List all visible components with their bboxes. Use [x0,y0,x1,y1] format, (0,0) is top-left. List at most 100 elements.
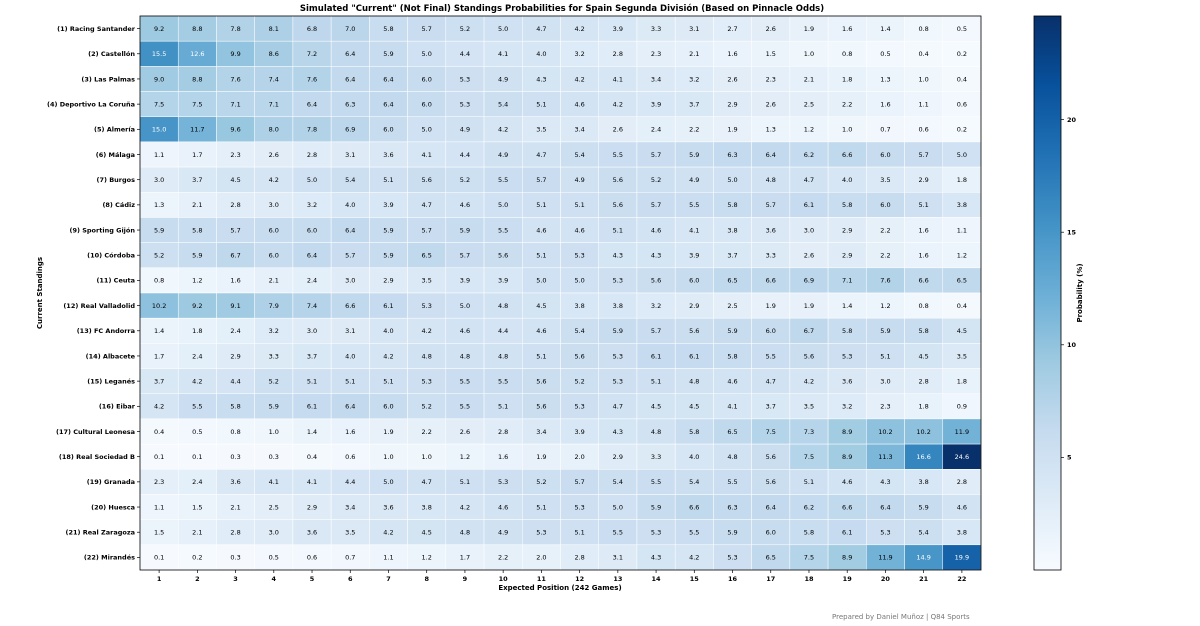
cell-value-label: 0.1 [192,453,202,461]
heatmap-cell [369,544,408,571]
y-tick-label: (15) Leganés [87,377,135,385]
heatmap-cell [369,116,408,143]
heatmap-cell [522,141,561,168]
cell-value-label: 5.5 [766,352,776,360]
heatmap-cell [292,393,332,420]
heatmap-cell [751,343,791,369]
heatmap-cell [942,544,982,571]
heatmap-cell [407,469,447,495]
cell-value-label: 4.5 [651,403,661,411]
cell-value-label: 5.5 [460,403,470,411]
cell-value-label: 1.8 [842,75,852,83]
heatmap-cell [254,368,294,394]
heatmap-cell [483,368,523,394]
cell-value-label: 7.5 [192,100,202,108]
cell-value-label: 6.0 [766,529,776,537]
heatmap-cell [827,116,867,143]
cell-value-label: 6.6 [842,151,852,159]
cell-value-label: 1.1 [154,503,164,511]
cell-value-label: 0.5 [269,554,279,562]
cell-value-label: 9.0 [154,75,164,83]
heatmap-cell [254,393,294,420]
heatmap-cell [330,393,370,420]
colorbar-tick-label: 15 [1067,228,1077,236]
cell-value-label: 7.2 [307,50,317,58]
cell-value-label: 2.1 [804,75,814,83]
heatmap-cell [292,418,332,445]
cell-value-label: 5.7 [422,226,432,234]
cell-value-label: 5.8 [689,428,699,436]
heatmap-cell [827,141,867,168]
heatmap-cell [216,343,255,369]
x-tick-label: 16 [728,575,738,583]
cell-value-label: 0.7 [880,126,890,134]
heatmap-cell [445,66,485,92]
cell-value-label: 0.9 [957,403,967,411]
cell-value-label: 5.6 [766,478,776,486]
heatmap-cell [560,469,599,495]
cell-value-label: 4.6 [498,503,508,511]
cell-value-label: 6.6 [766,277,776,285]
cell-value-label: 2.4 [230,327,240,335]
cell-value-label: 3.0 [307,327,317,335]
cell-value-label: 5.6 [422,176,432,184]
heatmap-cell [751,91,791,117]
cell-value-label: 5.5 [498,377,508,385]
cell-value-label: 6.5 [727,428,737,436]
cell-value-label: 5.9 [689,151,699,159]
heatmap-cell [751,494,791,520]
cell-value-label: 2.6 [804,252,814,260]
heatmap-cell [407,192,447,218]
cell-value-label: 7.1 [230,100,240,108]
heatmap-cell [445,242,485,269]
cell-value-label: 2.5 [727,302,737,310]
heatmap-cell [522,443,561,470]
cell-value-label: 4.9 [689,176,699,184]
cell-value-label: 1.3 [880,75,890,83]
cell-value-label: 4.1 [422,151,432,159]
heatmap-cell [330,368,370,394]
heatmap-cell [942,443,982,470]
cell-value-label: 8.8 [192,25,202,33]
cell-value-label: 4.0 [536,50,546,58]
heatmap-cell [827,192,867,218]
heatmap-cell [904,469,944,495]
heatmap-cell [216,393,255,420]
cell-value-label: 6.0 [689,277,699,285]
heatmap-cell [407,317,447,344]
cell-value-label: 0.6 [918,126,928,134]
cell-value-label: 5.9 [613,327,623,335]
cell-value-label: 2.8 [918,377,928,385]
cell-value-label: 4.0 [345,352,355,360]
cell-value-label: 9.6 [230,126,240,134]
heatmap-cell [522,494,561,520]
heatmap-cell [139,393,179,420]
heatmap-cell [827,217,867,243]
cell-value-label: 5.7 [345,252,355,260]
cell-value-label: 5.0 [498,25,508,33]
heatmap-cell [598,141,638,168]
heatmap-cell [942,242,982,269]
cell-value-label: 6.4 [345,226,355,234]
cell-value-label: 4.8 [766,176,776,184]
heatmap-cell [713,494,752,520]
cell-value-label: 5.3 [727,554,737,562]
heatmap-cell [483,393,523,420]
heatmap-cell [674,116,714,143]
cell-value-label: 4.6 [574,100,584,108]
x-axis-ticks: 1 2 3 4 5 6 7 8 9 10 11 12 13 14 15 16 17 18 19 20 21 22 [157,570,966,583]
heatmap-cell [560,519,599,546]
cell-value-label: 4.8 [498,302,508,310]
heatmap-cell [522,469,561,495]
heatmap-cell [598,494,638,520]
cell-value-label: 6.4 [383,75,393,83]
x-tick-label: 20 [881,575,891,583]
y-tick-label: (6) Málaga [96,151,135,159]
heatmap-cell [330,40,370,67]
heatmap-cell [789,192,829,218]
cell-value-label: 3.9 [383,201,393,209]
cell-value-label: 9.2 [192,302,202,310]
cell-value-label: 6.2 [804,151,814,159]
y-tick-label: (13) FC Andorra [77,327,135,335]
heatmap-cell [216,40,255,67]
